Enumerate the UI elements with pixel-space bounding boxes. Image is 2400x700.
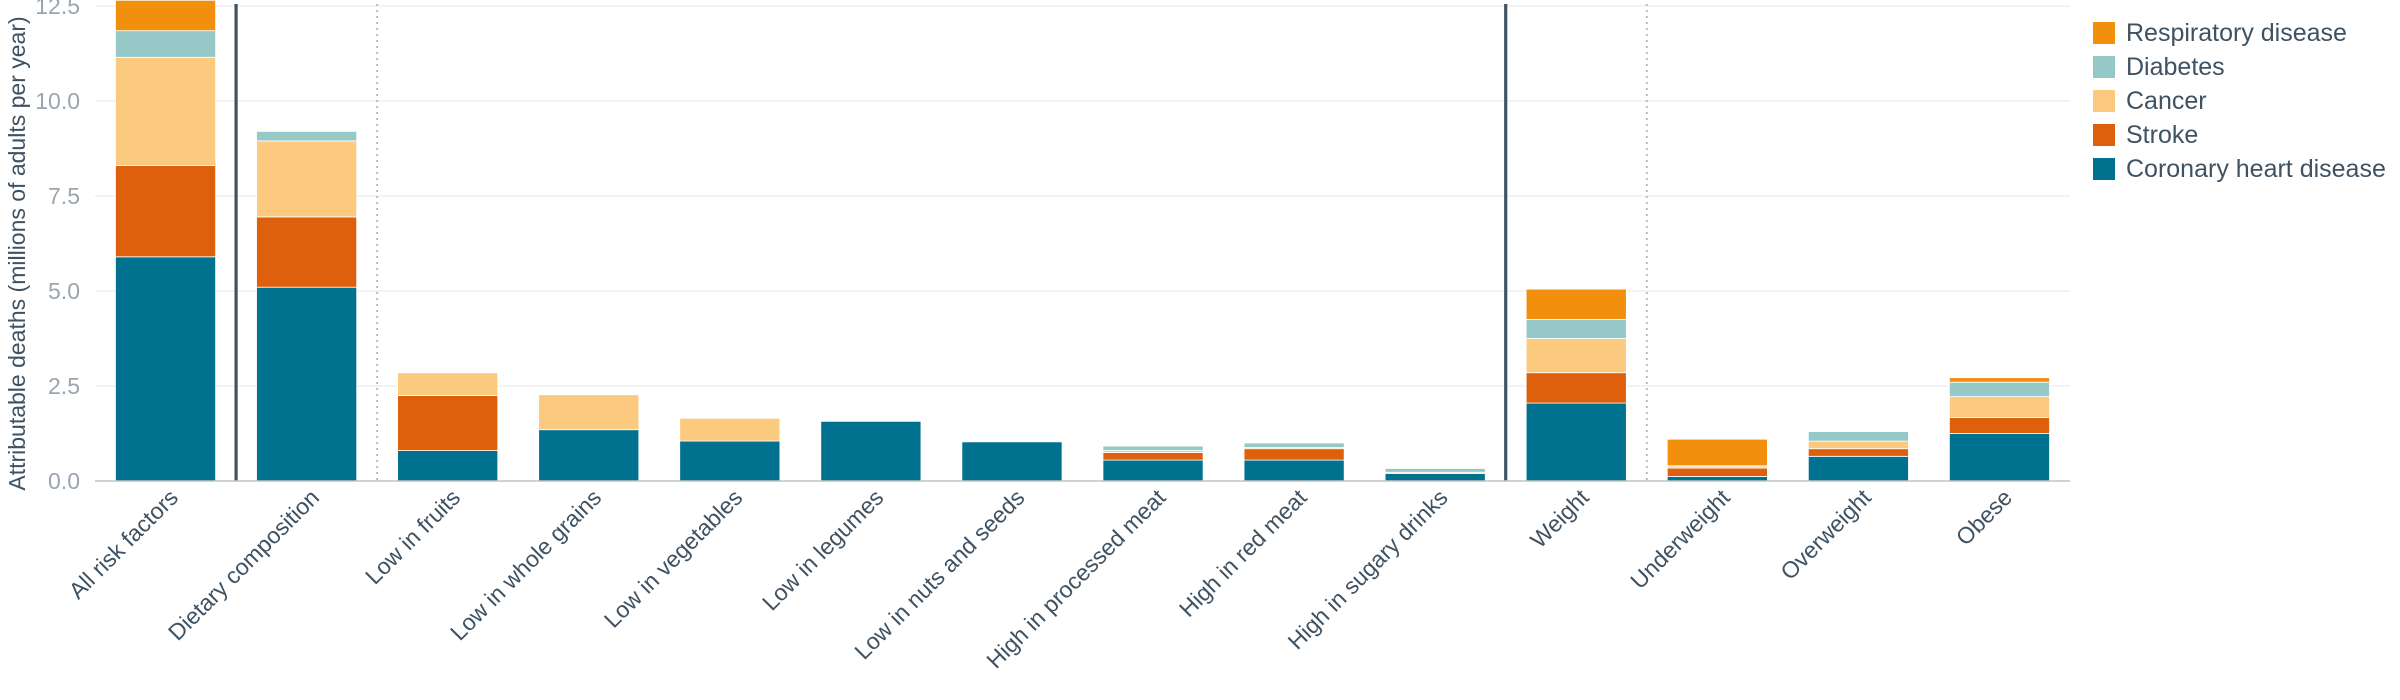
bar-low-in-vegetables-coronary-heart-disease <box>679 440 781 482</box>
bar-high-in-sugary-drinks-diabetes <box>1384 468 1486 473</box>
group-dividers <box>234 4 1648 481</box>
y-tick-label: 0.0 <box>48 468 80 494</box>
legend-item-coronary-heart-disease: Coronary heart disease <box>2093 155 2386 183</box>
bar-weight-respiratory-disease <box>1525 288 1627 320</box>
bar-group-low-in-whole-grains <box>538 394 640 482</box>
bar-group-low-in-nuts-and-seeds <box>961 441 1063 482</box>
x-tick-label-low-in-vegetables: Low in vegetables <box>599 484 748 633</box>
bar-low-in-fruits-cancer <box>397 372 499 396</box>
bar-obese-cancer <box>1948 396 2050 418</box>
bar-low-in-legumes-coronary-heart-disease <box>820 420 922 482</box>
legend-item-respiratory-disease: Respiratory disease <box>2093 19 2347 47</box>
bar-group-low-in-vegetables <box>679 417 781 482</box>
bar-all-risk-factors-respiratory-disease <box>115 0 217 32</box>
bar-dietary-composition-diabetes <box>256 130 358 142</box>
bar-underweight-stroke <box>1666 467 1768 477</box>
y-tick-label: 5.0 <box>48 278 80 304</box>
y-axis-tick-labels: 0.0 2.5 5.0 7.5 10.0 12.5 <box>35 0 80 494</box>
y-axis-title: Attributable deaths (millions of adults … <box>4 16 30 490</box>
bar-all-risk-factors-coronary-heart-disease <box>115 256 217 482</box>
bar-all-risk-factors-diabetes <box>115 30 217 58</box>
legend-swatch <box>2093 22 2115 44</box>
y-gridlines <box>95 5 2070 387</box>
bar-group-high-in-sugary-drinks <box>1384 468 1486 482</box>
x-tick-label-all-risk-factors: All risk factors <box>63 484 183 604</box>
x-tick-label-high-in-red-meat: High in red meat <box>1174 484 1312 622</box>
bar-group-obese <box>1948 377 2050 482</box>
bar-weight-diabetes <box>1525 319 1627 339</box>
legend-label: Respiratory disease <box>2126 19 2347 47</box>
bar-weight-cancer <box>1525 338 1627 374</box>
x-tick-label-dietary-composition: Dietary composition <box>163 484 324 645</box>
legend-label: Diabetes <box>2126 53 2225 81</box>
bar-group-low-in-legumes <box>820 420 922 482</box>
bar-low-in-vegetables-cancer <box>679 417 781 442</box>
x-tick-label-obese: Obese <box>1951 484 2017 550</box>
legend-swatch <box>2093 124 2115 146</box>
bar-obese-stroke <box>1948 417 2050 434</box>
legend-swatch <box>2093 56 2115 78</box>
bar-underweight-respiratory-disease <box>1666 438 1768 467</box>
bar-all-risk-factors-stroke <box>115 165 217 258</box>
bar-overweight-cancer <box>1807 440 1909 450</box>
bar-group-dietary-composition <box>256 130 358 482</box>
x-tick-label-overweight: Overweight <box>1775 484 1876 585</box>
legend-item-diabetes: Diabetes <box>2093 53 2225 81</box>
bar-weight-stroke <box>1525 372 1627 404</box>
legend: Respiratory disease Diabetes Cancer Stroke C… <box>2093 19 2386 183</box>
bar-dietary-composition-cancer <box>256 140 358 218</box>
bar-high-in-processed-meat-coronary-heart-disease <box>1102 459 1204 482</box>
bar-group-high-in-processed-meat <box>1102 445 1204 482</box>
bar-group-all-risk-factors <box>115 0 217 482</box>
x-tick-label-underweight: Underweight <box>1625 484 1735 594</box>
bar-high-in-red-meat-coronary-heart-disease <box>1243 459 1345 482</box>
bar-group-weight <box>1525 288 1627 482</box>
bar-dietary-composition-stroke <box>256 216 358 288</box>
bar-overweight-coronary-heart-disease <box>1807 455 1909 482</box>
legend-label: Cancer <box>2126 87 2207 115</box>
legend-label: Coronary heart disease <box>2126 155 2386 183</box>
bar-high-in-red-meat-stroke <box>1243 448 1345 461</box>
y-tick-label: 10.0 <box>35 88 80 114</box>
bar-overweight-stroke <box>1807 448 1909 457</box>
bar-weight-coronary-heart-disease <box>1525 402 1627 482</box>
x-tick-label-high-in-sugary-drinks: High in sugary drinks <box>1282 484 1452 654</box>
legend-item-cancer: Cancer <box>2093 87 2207 115</box>
x-tick-label-low-in-fruits: Low in fruits <box>360 484 465 589</box>
bar-group-underweight <box>1666 438 1768 482</box>
bar-all-risk-factors-cancer <box>115 56 217 167</box>
bar-low-in-fruits-coronary-heart-disease <box>397 450 499 482</box>
bar-dietary-composition-coronary-heart-disease <box>256 286 358 482</box>
y-tick-label: 12.5 <box>35 0 80 19</box>
legend-swatch <box>2093 90 2115 112</box>
bar-group-high-in-red-meat <box>1243 442 1345 482</box>
bar-obese-respiratory-disease <box>1948 377 2050 383</box>
legend-item-stroke: Stroke <box>2093 121 2198 149</box>
bar-low-in-fruits-stroke <box>397 395 499 451</box>
bar-high-in-processed-meat-diabetes <box>1102 445 1204 452</box>
y-tick-label: 7.5 <box>48 183 80 209</box>
x-tick-label-low-in-legumes: Low in legumes <box>757 484 888 615</box>
bar-high-in-red-meat-diabetes <box>1243 442 1345 448</box>
bar-high-in-sugary-drinks-coronary-heart-disease <box>1384 472 1486 482</box>
bar-low-in-whole-grains-cancer <box>538 394 640 431</box>
bar-low-in-whole-grains-coronary-heart-disease <box>538 429 640 482</box>
bar-obese-diabetes <box>1948 381 2050 398</box>
x-tick-label-low-in-whole-grains: Low in whole grains <box>445 484 606 645</box>
legend-swatch <box>2093 158 2115 180</box>
bar-group-low-in-fruits <box>397 372 499 482</box>
bar-low-in-nuts-and-seeds-coronary-heart-disease <box>961 441 1063 482</box>
bar-obese-coronary-heart-disease <box>1948 433 2050 482</box>
bar-high-in-processed-meat-stroke <box>1102 452 1204 461</box>
x-tick-label-weight: Weight <box>1525 484 1594 553</box>
legend-label: Stroke <box>2126 121 2198 149</box>
bar-group-overweight <box>1807 431 1909 482</box>
bar-overweight-diabetes <box>1807 431 1909 442</box>
y-tick-label: 2.5 <box>48 373 80 399</box>
bars <box>115 0 2050 482</box>
